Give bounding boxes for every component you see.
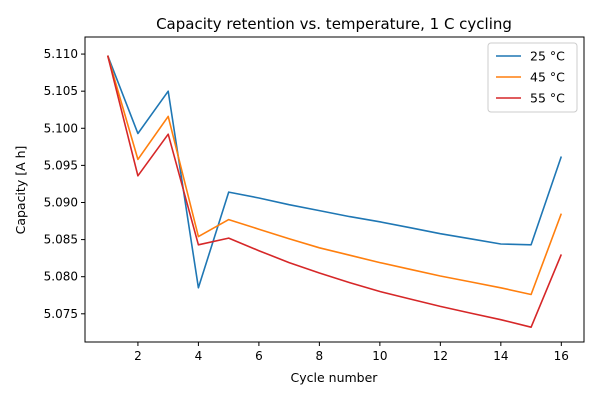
legend-label: 55 °C — [530, 91, 565, 106]
x-tick-label: 12 — [433, 349, 448, 363]
x-tick-label: 4 — [195, 349, 203, 363]
y-tick-label: 5.080 — [44, 270, 78, 284]
legend-label: 25 °C — [530, 49, 565, 64]
x-tick-label: 16 — [554, 349, 569, 363]
y-tick-label: 5.105 — [44, 84, 78, 98]
x-tick-label: 2 — [134, 349, 142, 363]
y-axis-label: Capacity [A h] — [13, 146, 28, 235]
legend-box — [487, 42, 578, 113]
x-tick-label: 6 — [255, 349, 263, 363]
series-line — [106, 55, 563, 296]
legend: 25 °C 45 °C 55 °C — [487, 42, 578, 113]
y-tick-label: 5.100 — [44, 121, 78, 135]
y-tick-label: 5.085 — [44, 233, 78, 247]
x-axis-label: Cycle number — [291, 370, 379, 385]
x-tick-label: 8 — [316, 349, 324, 363]
x-tick-label: 10 — [372, 349, 387, 363]
y-tick-label: 5.095 — [44, 158, 78, 172]
y-tick-label: 5.090 — [44, 195, 78, 209]
y-tick-label: 5.075 — [44, 307, 78, 321]
x-tick-label: 14 — [493, 349, 508, 363]
legend-label: 45 °C — [530, 70, 565, 85]
series-layer — [106, 55, 563, 329]
series-line — [106, 55, 563, 329]
plot-frame — [84, 36, 585, 343]
y-tick-label: 5.110 — [44, 47, 78, 61]
chart-title: Capacity retention vs. temperature, 1 C … — [156, 15, 512, 33]
ticks-layer: 2 4 6 8 10 12 14 16 5.075 5.080 5.085 5.090 5.095 5.1… — [44, 47, 569, 363]
